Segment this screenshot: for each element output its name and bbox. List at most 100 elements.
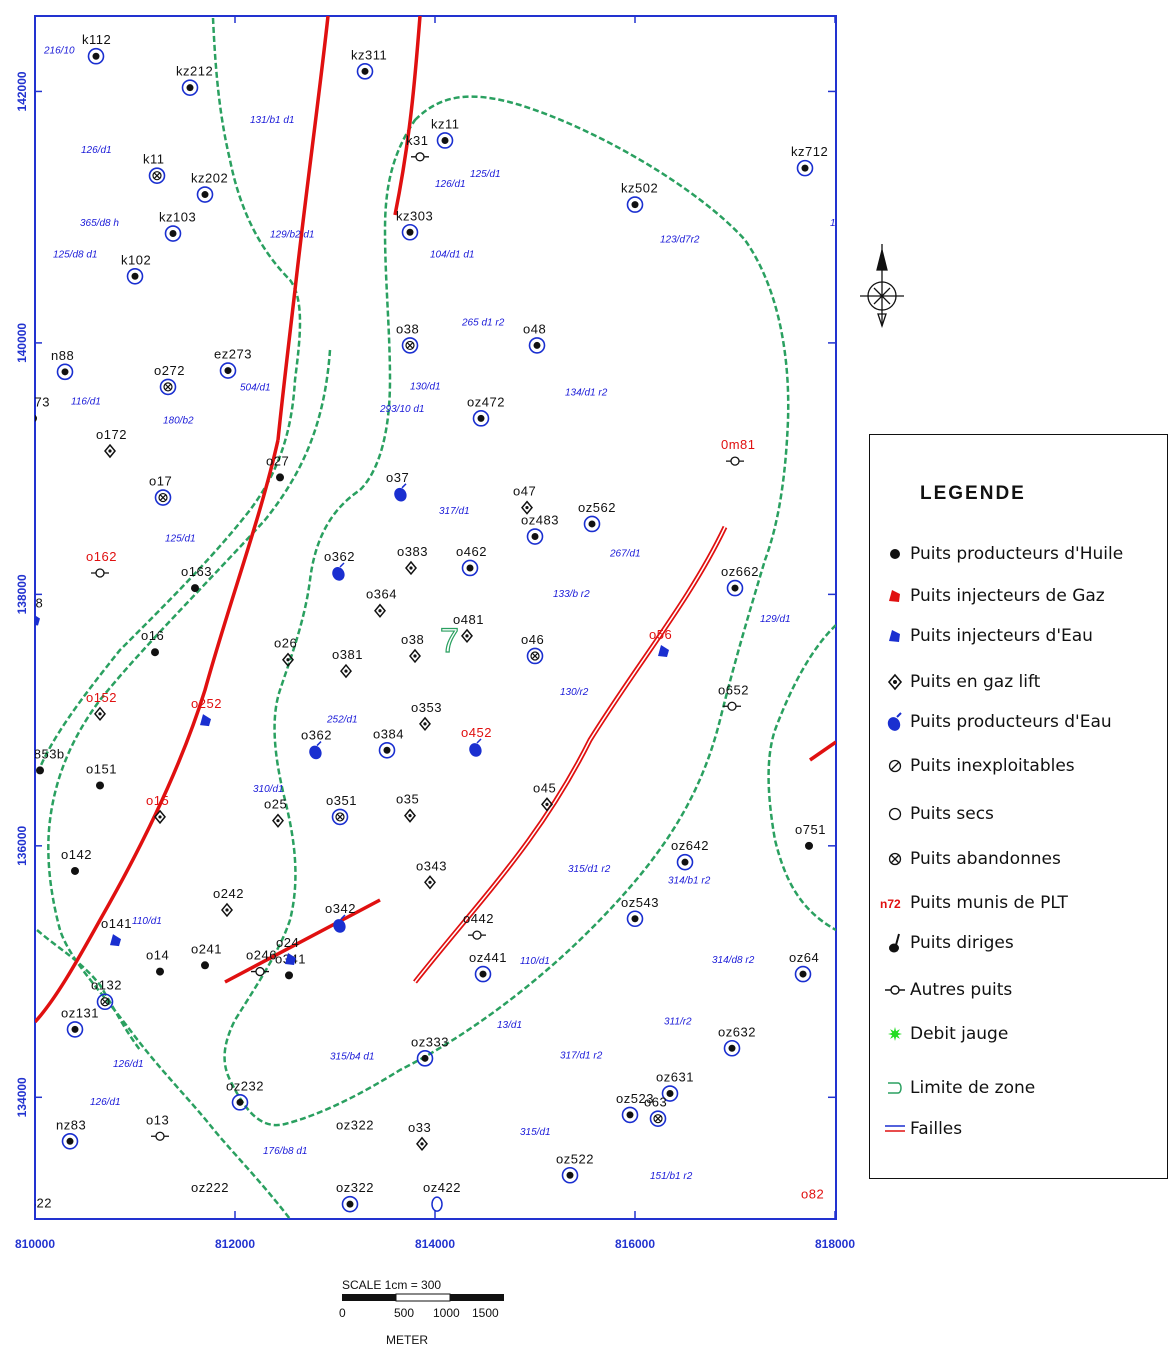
well-o141[interactable]: o141 [101,916,132,947]
well-o17[interactable]: o17 [149,474,172,506]
well-ez273[interactable]: ez273 [214,347,252,379]
well-oz441[interactable]: oz441 [469,950,507,983]
legend-item-label: Puits injecteurs de Gaz [910,586,1105,606]
y-tick-label: 140000 [15,323,29,363]
well-o132[interactable]: o132 [91,978,122,1011]
well-o362[interactable]: o362 [301,728,332,762]
x-tick-label: 810000 [15,1237,55,1251]
fault-southwest [224,898,381,984]
well-oz422[interactable]: oz422 [423,1180,461,1212]
well-kz103[interactable]: kz103 [159,210,196,242]
well-o272[interactable]: o272 [154,363,185,396]
well-o152[interactable]: o152 [86,690,117,721]
well-oz322[interactable]: oz322 [336,1117,374,1132]
well-oz523[interactable]: oz523 [616,1091,654,1124]
well-n822[interactable]: n822 [21,1195,52,1210]
well-o142[interactable]: o142 [61,847,92,875]
well-o383[interactable]: o383 [397,544,428,576]
well-o48[interactable]: o48 [523,321,546,354]
well-kz202[interactable]: kz202 [191,171,228,203]
well-o151[interactable]: o151 [86,761,117,790]
well-o37[interactable]: o37 [386,470,409,504]
well-o252[interactable]: o252 [191,696,222,727]
well-label: o384 [373,726,404,741]
well-kz712[interactable]: kz712 [791,144,828,177]
well-oz662[interactable]: oz662 [721,564,759,597]
well-oz131[interactable]: oz131 [61,1005,99,1038]
well-o342[interactable]: o342 [325,901,356,935]
well-o14[interactable]: o14 [146,948,169,976]
well-n853b[interactable]: n853b [26,746,65,775]
well-kz311[interactable]: kz311 [351,47,387,80]
well-oz333[interactable]: oz333 [411,1034,449,1067]
well-n88[interactable]: n88 [51,348,74,381]
well-oz632[interactable]: oz632 [718,1024,756,1057]
fault-main-north [276,16,330,441]
legend-item-gas-lift: Puits en gaz lift [880,667,1040,697]
well-o442[interactable]: o442 [463,911,494,940]
well-o16[interactable]: o16 [141,628,164,657]
well-o56[interactable]: o56 [649,627,672,657]
well-oz472[interactable]: oz472 [467,394,505,427]
well-oz562[interactable]: oz562 [578,500,616,533]
well-oz543[interactable]: oz543 [621,895,659,928]
well-o162[interactable]: o162 [86,549,117,578]
well-o63[interactable]: o63 [644,1095,667,1127]
well-o652[interactable]: o652 [718,682,749,711]
well-kz11[interactable]: kz11 [431,116,460,149]
well-o384[interactable]: o384 [373,726,404,759]
well-o381[interactable]: o381 [332,647,363,679]
well-k102[interactable]: k102 [121,252,151,285]
well-o481[interactable]: o481 [453,612,484,644]
well-k112[interactable]: k112 [82,32,111,65]
well-kz303[interactable]: kz303 [396,208,433,241]
well-0m81[interactable]: 0m81 [721,437,756,466]
well-oz642[interactable]: oz642 [671,838,709,871]
well-o241[interactable]: o241 [191,941,222,970]
well-o35[interactable]: o35 [396,792,419,823]
well-o462[interactable]: o462 [456,544,487,577]
well-k31[interactable]: k31 [406,133,429,162]
well-o13[interactable]: o13 [146,1112,169,1141]
well-o26[interactable]: o26 [274,636,297,667]
well-n873[interactable]: n873 [19,394,50,422]
well-o38[interactable]: o38 [396,321,419,354]
well-kz502[interactable]: kz502 [621,181,658,213]
well-o242[interactable]: o242 [213,886,244,918]
well-label: oz232 [226,1078,264,1093]
well-oz64[interactable]: oz64 [789,950,819,983]
well-o246[interactable]: o246 [246,948,277,977]
well-k11[interactable]: k11 [143,152,166,184]
well-oz483[interactable]: oz483 [521,513,559,545]
well-o362[interactable]: o362 [324,549,355,583]
well-o343[interactable]: o343 [416,858,447,890]
well-o172[interactable]: o172 [96,427,127,459]
well-label: o383 [397,544,428,559]
well-o33[interactable]: o33 [408,1120,431,1151]
well-o47[interactable]: o47 [513,484,536,515]
well-o452[interactable]: o452 [461,725,492,759]
well-o27[interactable]: o27 [266,453,289,482]
well-oz222[interactable]: oz222 [191,1180,229,1195]
well-oz232[interactable]: oz232 [226,1078,264,1111]
production-annotation: 176/b8 d1 [263,1146,308,1157]
well-o751[interactable]: o751 [795,822,826,850]
well-oz322[interactable]: oz322 [336,1180,374,1213]
well-o45[interactable]: o45 [533,780,556,812]
well-o351[interactable]: o351 [326,793,357,826]
well-o15[interactable]: o15 [146,793,169,825]
well-oz631[interactable]: oz631 [656,1070,694,1102]
well-o353[interactable]: o353 [411,700,442,732]
well-label: o364 [366,587,397,602]
well-o163[interactable]: o163 [181,564,212,593]
well-nz83[interactable]: nz83 [56,1117,86,1150]
well-o46[interactable]: o46 [521,632,544,665]
well-o82[interactable]: o82 [801,1186,824,1201]
well-oz522[interactable]: oz522 [556,1151,594,1184]
well-n88[interactable]: n88 [20,596,43,626]
well-o25[interactable]: o25 [264,797,287,828]
well-kz212[interactable]: kz212 [176,64,213,96]
well-o364[interactable]: o364 [366,587,397,618]
well-o38[interactable]: o38 [401,632,424,664]
well-o24[interactable]: o24 [276,935,299,965]
